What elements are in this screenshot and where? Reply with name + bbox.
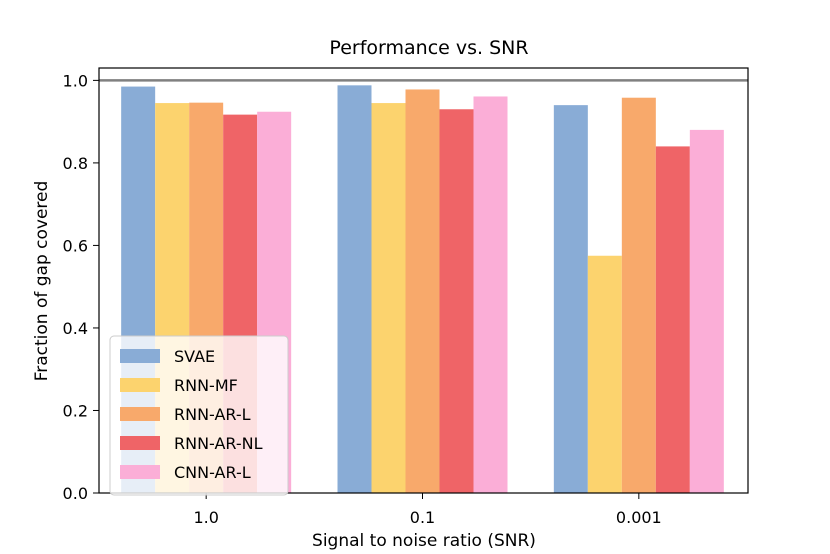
legend: SVAE RNN-MF RNN-AR-L RNN-AR-NL CNN-AR-L [109,335,289,496]
x-tick-label: 0.001 [616,508,662,527]
bar-cnn-ar-l-0_1 [473,96,508,493]
bar-rnn-ar-nl-0_1 [439,109,474,493]
legend-swatch-rnn-mf [120,378,160,392]
legend-label-rnn-mf: RNN-MF [174,376,238,395]
y-tick-label: 0.6 [63,236,88,255]
x-tick-label: 1.0 [193,508,218,527]
x-tick-label: 0.1 [410,508,435,527]
legend-swatch-rnn-ar-nl [120,436,160,450]
y-tick-label: 0.8 [63,154,88,173]
y-tick-label: 0.4 [63,319,88,338]
bar-svae-0_001 [553,105,588,493]
bar-rnn-ar-l-0_001 [621,97,656,493]
legend-label-cnn-ar-l: CNN-AR-L [174,463,251,482]
legend-label-rnn-ar-nl: RNN-AR-NL [174,434,263,453]
legend-label-svae: SVAE [174,347,215,366]
y-tick-label: 0.0 [63,484,88,503]
y-axis-label: Fraction of gap covered [32,181,52,382]
chart-title: Performance vs. SNR [329,37,528,59]
legend-swatch-cnn-ar-l [120,465,160,479]
y-tick-label: 0.2 [63,401,88,420]
legend-label-rnn-ar-l: RNN-AR-L [174,405,251,424]
bar-rnn-ar-l-0_1 [405,89,440,494]
legend-swatch-svae [120,349,160,363]
bar-rnn-mf-0_001 [587,255,622,493]
y-axis: 0.0 0.2 0.4 0.6 0.8 1.0 [63,71,99,503]
bar-rnn-ar-nl-0_001 [655,146,690,493]
plot-frame [98,67,749,494]
legend-box [109,335,289,496]
bar-cnn-ar-l-0_001 [689,129,724,494]
x-axis: 1.0 0.1 0.001 [193,493,662,527]
bar-svae-0_1 [337,85,372,494]
legend-swatch-rnn-ar-l [120,407,160,421]
bar-rnn-mf-0_1 [371,103,406,493]
x-axis-label: Signal to noise ratio (SNR) [312,531,536,551]
y-tick-label: 1.0 [63,71,88,90]
